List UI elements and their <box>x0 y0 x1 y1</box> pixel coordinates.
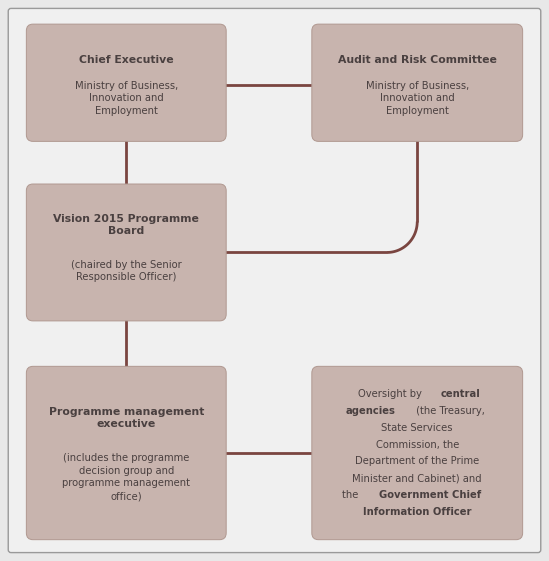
Text: Minister and Cabinet) and: Minister and Cabinet) and <box>352 473 482 483</box>
FancyBboxPatch shape <box>26 24 226 141</box>
Text: the: the <box>341 490 361 500</box>
Text: agencies: agencies <box>346 406 396 416</box>
FancyBboxPatch shape <box>312 24 523 141</box>
Text: Ministry of Business,
Innovation and
Employment: Ministry of Business, Innovation and Emp… <box>366 81 469 116</box>
Text: Programme management
executive: Programme management executive <box>48 407 204 429</box>
FancyBboxPatch shape <box>26 366 226 540</box>
Text: (the Treasury,: (the Treasury, <box>413 406 485 416</box>
Text: Information Officer: Information Officer <box>363 507 472 517</box>
Text: Department of the Prime: Department of the Prime <box>355 457 479 466</box>
Text: Commission, the: Commission, the <box>376 440 459 449</box>
Text: (includes the programme
decision group and
programme management
office): (includes the programme decision group a… <box>62 453 191 501</box>
Text: Ministry of Business,
Innovation and
Employment: Ministry of Business, Innovation and Emp… <box>75 81 178 116</box>
Text: State Services: State Services <box>382 423 453 433</box>
Text: Government Chief: Government Chief <box>379 490 481 500</box>
Text: Vision 2015 Programme
Board: Vision 2015 Programme Board <box>53 214 199 237</box>
FancyBboxPatch shape <box>26 184 226 321</box>
FancyBboxPatch shape <box>312 366 523 540</box>
Text: (chaired by the Senior
Responsible Officer): (chaired by the Senior Responsible Offic… <box>71 260 182 282</box>
Text: Chief Executive: Chief Executive <box>79 55 173 65</box>
Text: Audit and Risk Committee: Audit and Risk Committee <box>338 55 497 65</box>
Text: Oversight by: Oversight by <box>358 389 425 399</box>
FancyBboxPatch shape <box>8 8 541 553</box>
Text: central: central <box>441 389 480 399</box>
